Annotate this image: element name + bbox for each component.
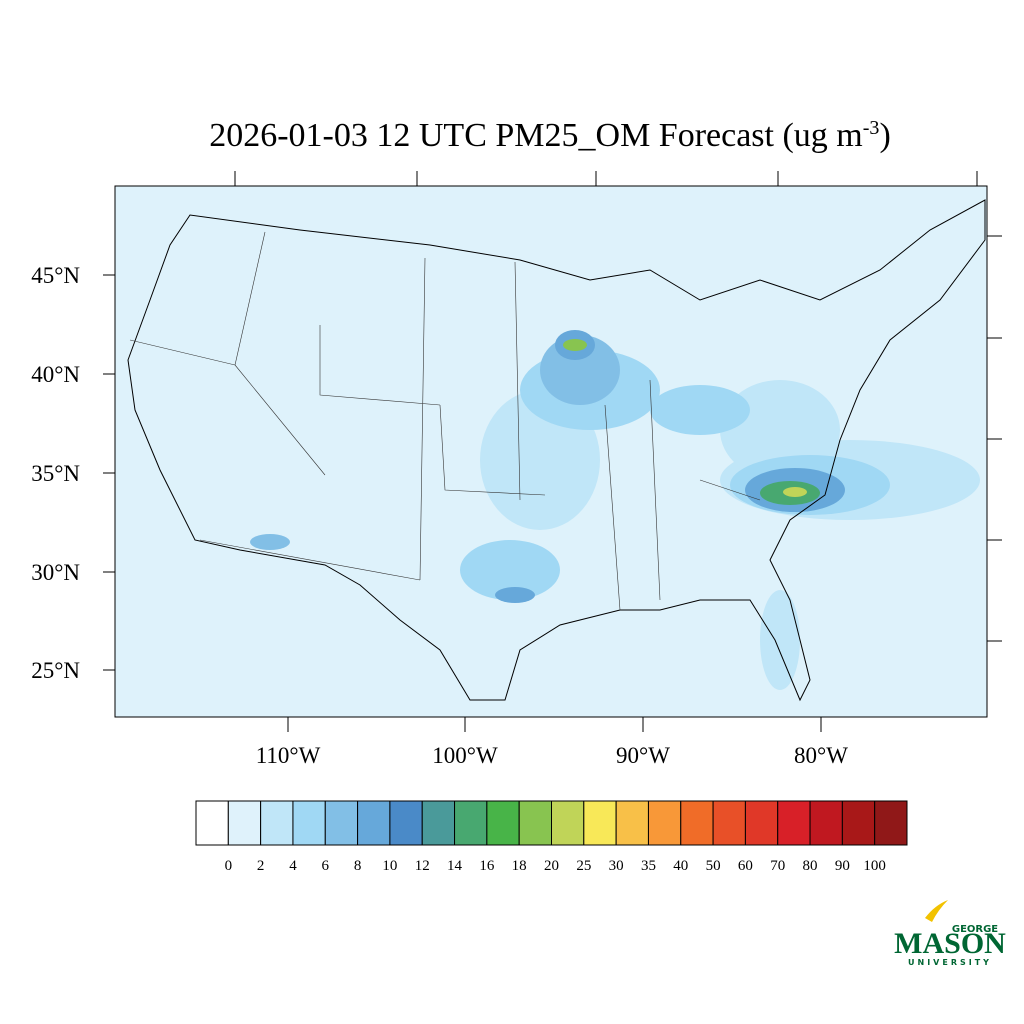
colorbar-label: 14 xyxy=(447,858,463,874)
colorbar-box xyxy=(615,800,649,846)
colorbar-label: 80 xyxy=(803,858,818,874)
colorbar-label: 18 xyxy=(512,858,527,874)
colorbar-box xyxy=(647,800,682,846)
colorbar-box xyxy=(421,800,456,846)
colorbar-box xyxy=(744,800,779,846)
logo: GEORGE MASON UNIVERSITY xyxy=(894,900,1006,967)
colorbar-label: 60 xyxy=(738,858,753,874)
title-superscript: -3 xyxy=(863,117,880,139)
colorbar-box xyxy=(357,800,391,846)
title-main: 2026-01-03 12 UTC PM25_OM Forecast (ug m xyxy=(209,117,863,154)
colorbar-box xyxy=(583,800,617,846)
colorbar-label: 0 xyxy=(225,858,233,874)
lon-label: 100°W xyxy=(432,743,498,768)
colorbar-label: 8 xyxy=(354,858,362,874)
lat-label: 40°N xyxy=(31,362,80,387)
colorbar-box xyxy=(874,800,908,846)
logo-bottom: UNIVERSITY xyxy=(908,958,992,967)
lon-label: 80°W xyxy=(794,743,848,768)
state-borders xyxy=(129,231,761,611)
colorbar-box xyxy=(551,800,585,846)
colorbar-label: 10 xyxy=(382,858,397,874)
colorbar: 0 2 4 6 8 10 12 14 16 18 20 25 30 35 40 50 60 70 80 90 100 xyxy=(195,800,908,874)
colorbar-label: 30 xyxy=(609,858,624,874)
colorbar-box xyxy=(777,800,811,846)
colorbar-label: 16 xyxy=(479,858,495,874)
coastline xyxy=(127,199,986,702)
colorbar-box xyxy=(712,800,746,846)
colorbar-label: 6 xyxy=(322,858,330,874)
colorbar-label: 25 xyxy=(576,858,591,874)
title-close: ) xyxy=(879,117,890,154)
colorbar-box xyxy=(227,800,262,846)
colorbar-label: 40 xyxy=(673,858,688,874)
lat-label: 35°N xyxy=(31,461,80,486)
lon-label: 110°W xyxy=(256,743,321,768)
map: 45°N 40°N 35°N 30°N 25°N 110°W 100°W 90°… xyxy=(31,171,1002,768)
colorbar-label: 35 xyxy=(641,858,656,874)
colorbar-box xyxy=(486,800,520,846)
colorbar-label: 50 xyxy=(706,858,721,874)
colorbar-box xyxy=(389,800,423,846)
lat-label: 45°N xyxy=(31,263,80,288)
colorbar-label: 100 xyxy=(863,858,886,874)
title: 2026-01-03 12 UTC PM25_OM Forecast (ug m… xyxy=(209,117,891,154)
colorbar-box xyxy=(518,800,553,846)
colorbar-label: 20 xyxy=(544,858,559,874)
colorbar-box xyxy=(454,800,488,846)
colorbar-label: 4 xyxy=(289,858,297,874)
lat-label: 25°N xyxy=(31,658,80,683)
colorbar-box xyxy=(324,800,359,846)
colorbar-label: 70 xyxy=(770,858,785,874)
colorbar-box xyxy=(841,800,876,846)
lon-label: 90°W xyxy=(616,743,670,768)
logo-name: MASON xyxy=(894,927,1006,960)
colorbar-box xyxy=(195,800,229,846)
colorbar-label: 12 xyxy=(415,858,430,874)
map-frame xyxy=(114,185,988,718)
colorbar-label: 2 xyxy=(257,858,265,874)
colorbar-box xyxy=(680,800,714,846)
concentration-field xyxy=(250,330,980,690)
colorbar-box xyxy=(809,800,843,846)
colorbar-label: 90 xyxy=(835,858,850,874)
colorbar-box xyxy=(292,800,326,846)
axis-ticks xyxy=(103,171,1002,732)
lat-label: 30°N xyxy=(31,560,80,585)
colorbar-box xyxy=(260,800,294,846)
logo-top: GEORGE xyxy=(952,924,998,935)
